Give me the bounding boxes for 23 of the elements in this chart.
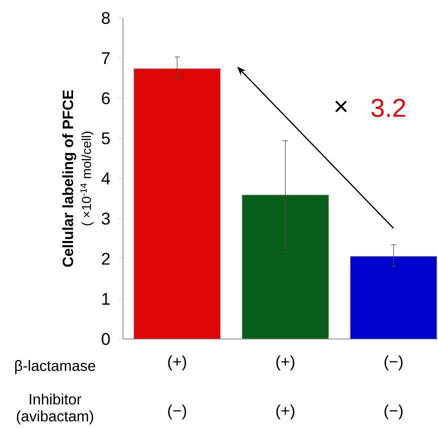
text: (+) xyxy=(276,404,294,420)
text: (−) xyxy=(168,404,186,420)
bar xyxy=(134,68,221,340)
y-axis-title: Cellular labeling of PFCE xyxy=(62,90,76,267)
text: (−) xyxy=(384,404,403,420)
text: ( ×10$^{-14}$ mol/cell) xyxy=(80,132,94,226)
text: β-lactamase xyxy=(15,360,96,374)
x-tick-label: (+) xyxy=(276,356,294,370)
x-tick-label: (+) xyxy=(168,356,186,370)
y-tick-label: 4 xyxy=(101,172,110,184)
annotation: 3.2 xyxy=(371,98,406,118)
annotation: × xyxy=(335,100,347,112)
bar xyxy=(242,194,329,340)
y-tick-label: 3 xyxy=(102,212,110,225)
y-tick-label: 5 xyxy=(102,132,110,144)
y-tick-label: 0 xyxy=(102,333,110,345)
y-tick-label: 6 xyxy=(102,92,110,104)
text: Inhibitor (avibactam) xyxy=(16,394,94,424)
y-tick-label: 2 xyxy=(102,252,110,265)
y-tick-label: 1 xyxy=(102,293,110,305)
y-tick-label: 7 xyxy=(102,52,110,64)
y-tick-label: 8 xyxy=(102,12,110,24)
x-tick-label: (−) xyxy=(384,356,403,370)
